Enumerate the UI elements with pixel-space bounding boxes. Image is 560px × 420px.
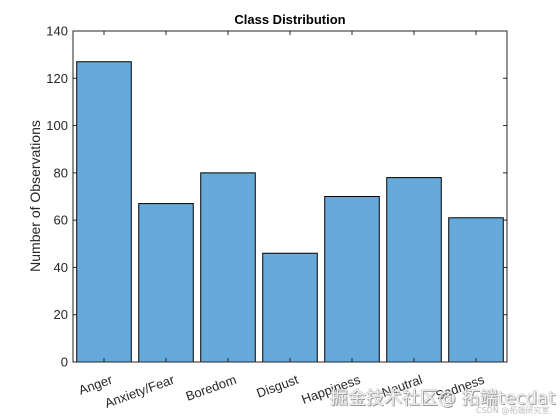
bars-group	[76, 61, 504, 363]
y-tick-label: 60	[54, 213, 68, 228]
x-tick-label: Anxiety/Fear	[103, 372, 177, 411]
y-ticks: 0 20 40 60 80 100 120 140	[46, 24, 507, 370]
bar-anxiety-fear	[138, 203, 194, 363]
bar-boredom	[200, 172, 256, 363]
y-tick-label: 0	[61, 355, 68, 370]
chart-title: Class Distribution	[234, 12, 345, 27]
y-tick-label: 20	[54, 307, 68, 322]
bar-anger	[76, 61, 132, 363]
watermark-text: 掘金技术社区@ 拓端tecdat	[330, 388, 556, 409]
bar-sadness	[448, 217, 504, 363]
y-axis-label: Number of Observations	[27, 120, 43, 272]
x-tick-label: Disgust	[254, 372, 300, 401]
bar-neutral	[386, 177, 442, 363]
bar-happiness	[324, 196, 380, 363]
y-tick-label: 100	[46, 118, 68, 133]
y-tick-label: 80	[54, 165, 68, 180]
y-tick-label: 120	[46, 71, 68, 86]
x-tick-label: Boredom	[184, 372, 239, 404]
y-tick-label: 140	[46, 24, 68, 39]
watermark-subtext: CSDN @拓端研究室	[476, 406, 550, 415]
y-tick-label: 40	[54, 260, 68, 275]
bar-disgust	[262, 252, 318, 363]
